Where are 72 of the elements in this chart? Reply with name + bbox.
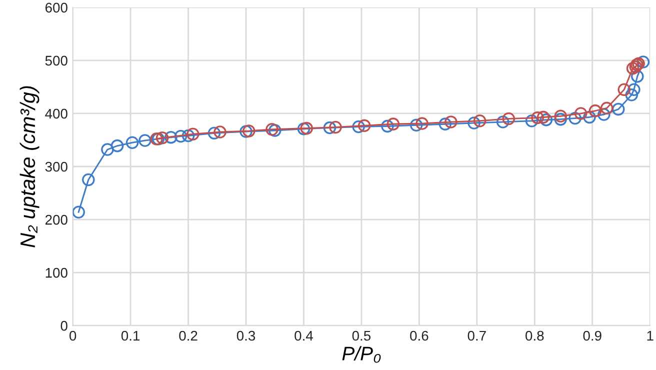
point <box>496 116 510 128</box>
point <box>444 116 458 128</box>
point <box>101 143 114 156</box>
point <box>156 131 169 144</box>
point <box>82 173 95 186</box>
y-tick-label: 100 <box>46 268 68 278</box>
point <box>626 62 640 75</box>
point <box>110 139 124 152</box>
point <box>358 119 371 132</box>
point <box>72 206 85 218</box>
point <box>568 112 582 125</box>
point <box>438 118 452 130</box>
point <box>386 118 400 130</box>
point <box>416 117 428 130</box>
point <box>186 128 200 141</box>
x-tick-label: 0.3 <box>236 330 256 341</box>
point <box>214 126 226 138</box>
x-tick-label: 1 <box>647 330 654 341</box>
point <box>583 110 596 124</box>
point <box>381 120 394 133</box>
x-tick-label: 0.1 <box>121 330 140 341</box>
point <box>300 122 314 135</box>
point <box>628 83 640 96</box>
x-tick-label: 0.4 <box>294 330 313 341</box>
point <box>502 112 516 126</box>
point <box>612 102 625 116</box>
point <box>554 112 568 126</box>
point <box>242 124 256 138</box>
point <box>598 108 610 121</box>
point <box>540 113 553 126</box>
point <box>126 136 139 150</box>
point <box>625 88 638 102</box>
x-tick-label: 0 <box>69 330 76 341</box>
y-axis-title: N₂ uptake (cm³/g) <box>20 86 40 248</box>
y-tick-label: 600 <box>45 2 68 13</box>
point <box>240 125 252 138</box>
point <box>352 120 365 134</box>
x-tick-label: 0.5 <box>352 330 371 341</box>
point <box>536 110 550 124</box>
y-tick-label: 400 <box>45 108 68 119</box>
point <box>410 118 423 132</box>
point <box>208 126 221 140</box>
point <box>600 102 614 115</box>
point <box>574 107 588 120</box>
x-tick-label: 0.8 <box>526 330 544 341</box>
y-tick-label: 500 <box>45 56 68 66</box>
point <box>631 70 644 83</box>
point <box>323 121 336 134</box>
x-tick-label: 0.2 <box>179 330 198 341</box>
point <box>138 134 152 147</box>
point <box>182 129 195 142</box>
point <box>164 130 178 144</box>
x-tick-label: 0.7 <box>468 330 486 341</box>
point <box>266 122 278 136</box>
point <box>588 104 602 118</box>
point <box>554 110 568 123</box>
point <box>468 116 480 130</box>
point <box>473 114 486 128</box>
point <box>636 56 650 68</box>
point <box>297 122 310 136</box>
x-tick-label: 0.9 <box>583 330 602 341</box>
point <box>531 111 544 124</box>
x-tick-label: 0.6 <box>410 330 428 341</box>
point <box>618 83 631 96</box>
y-tick-label: 300 <box>45 162 68 172</box>
y-tick-label: 0 <box>60 320 68 331</box>
point <box>525 114 538 128</box>
x-axis-title: P/P₀ <box>342 346 381 363</box>
point <box>329 120 342 134</box>
y-tick-label: 200 <box>45 214 68 225</box>
point <box>268 124 282 137</box>
point <box>174 130 188 143</box>
